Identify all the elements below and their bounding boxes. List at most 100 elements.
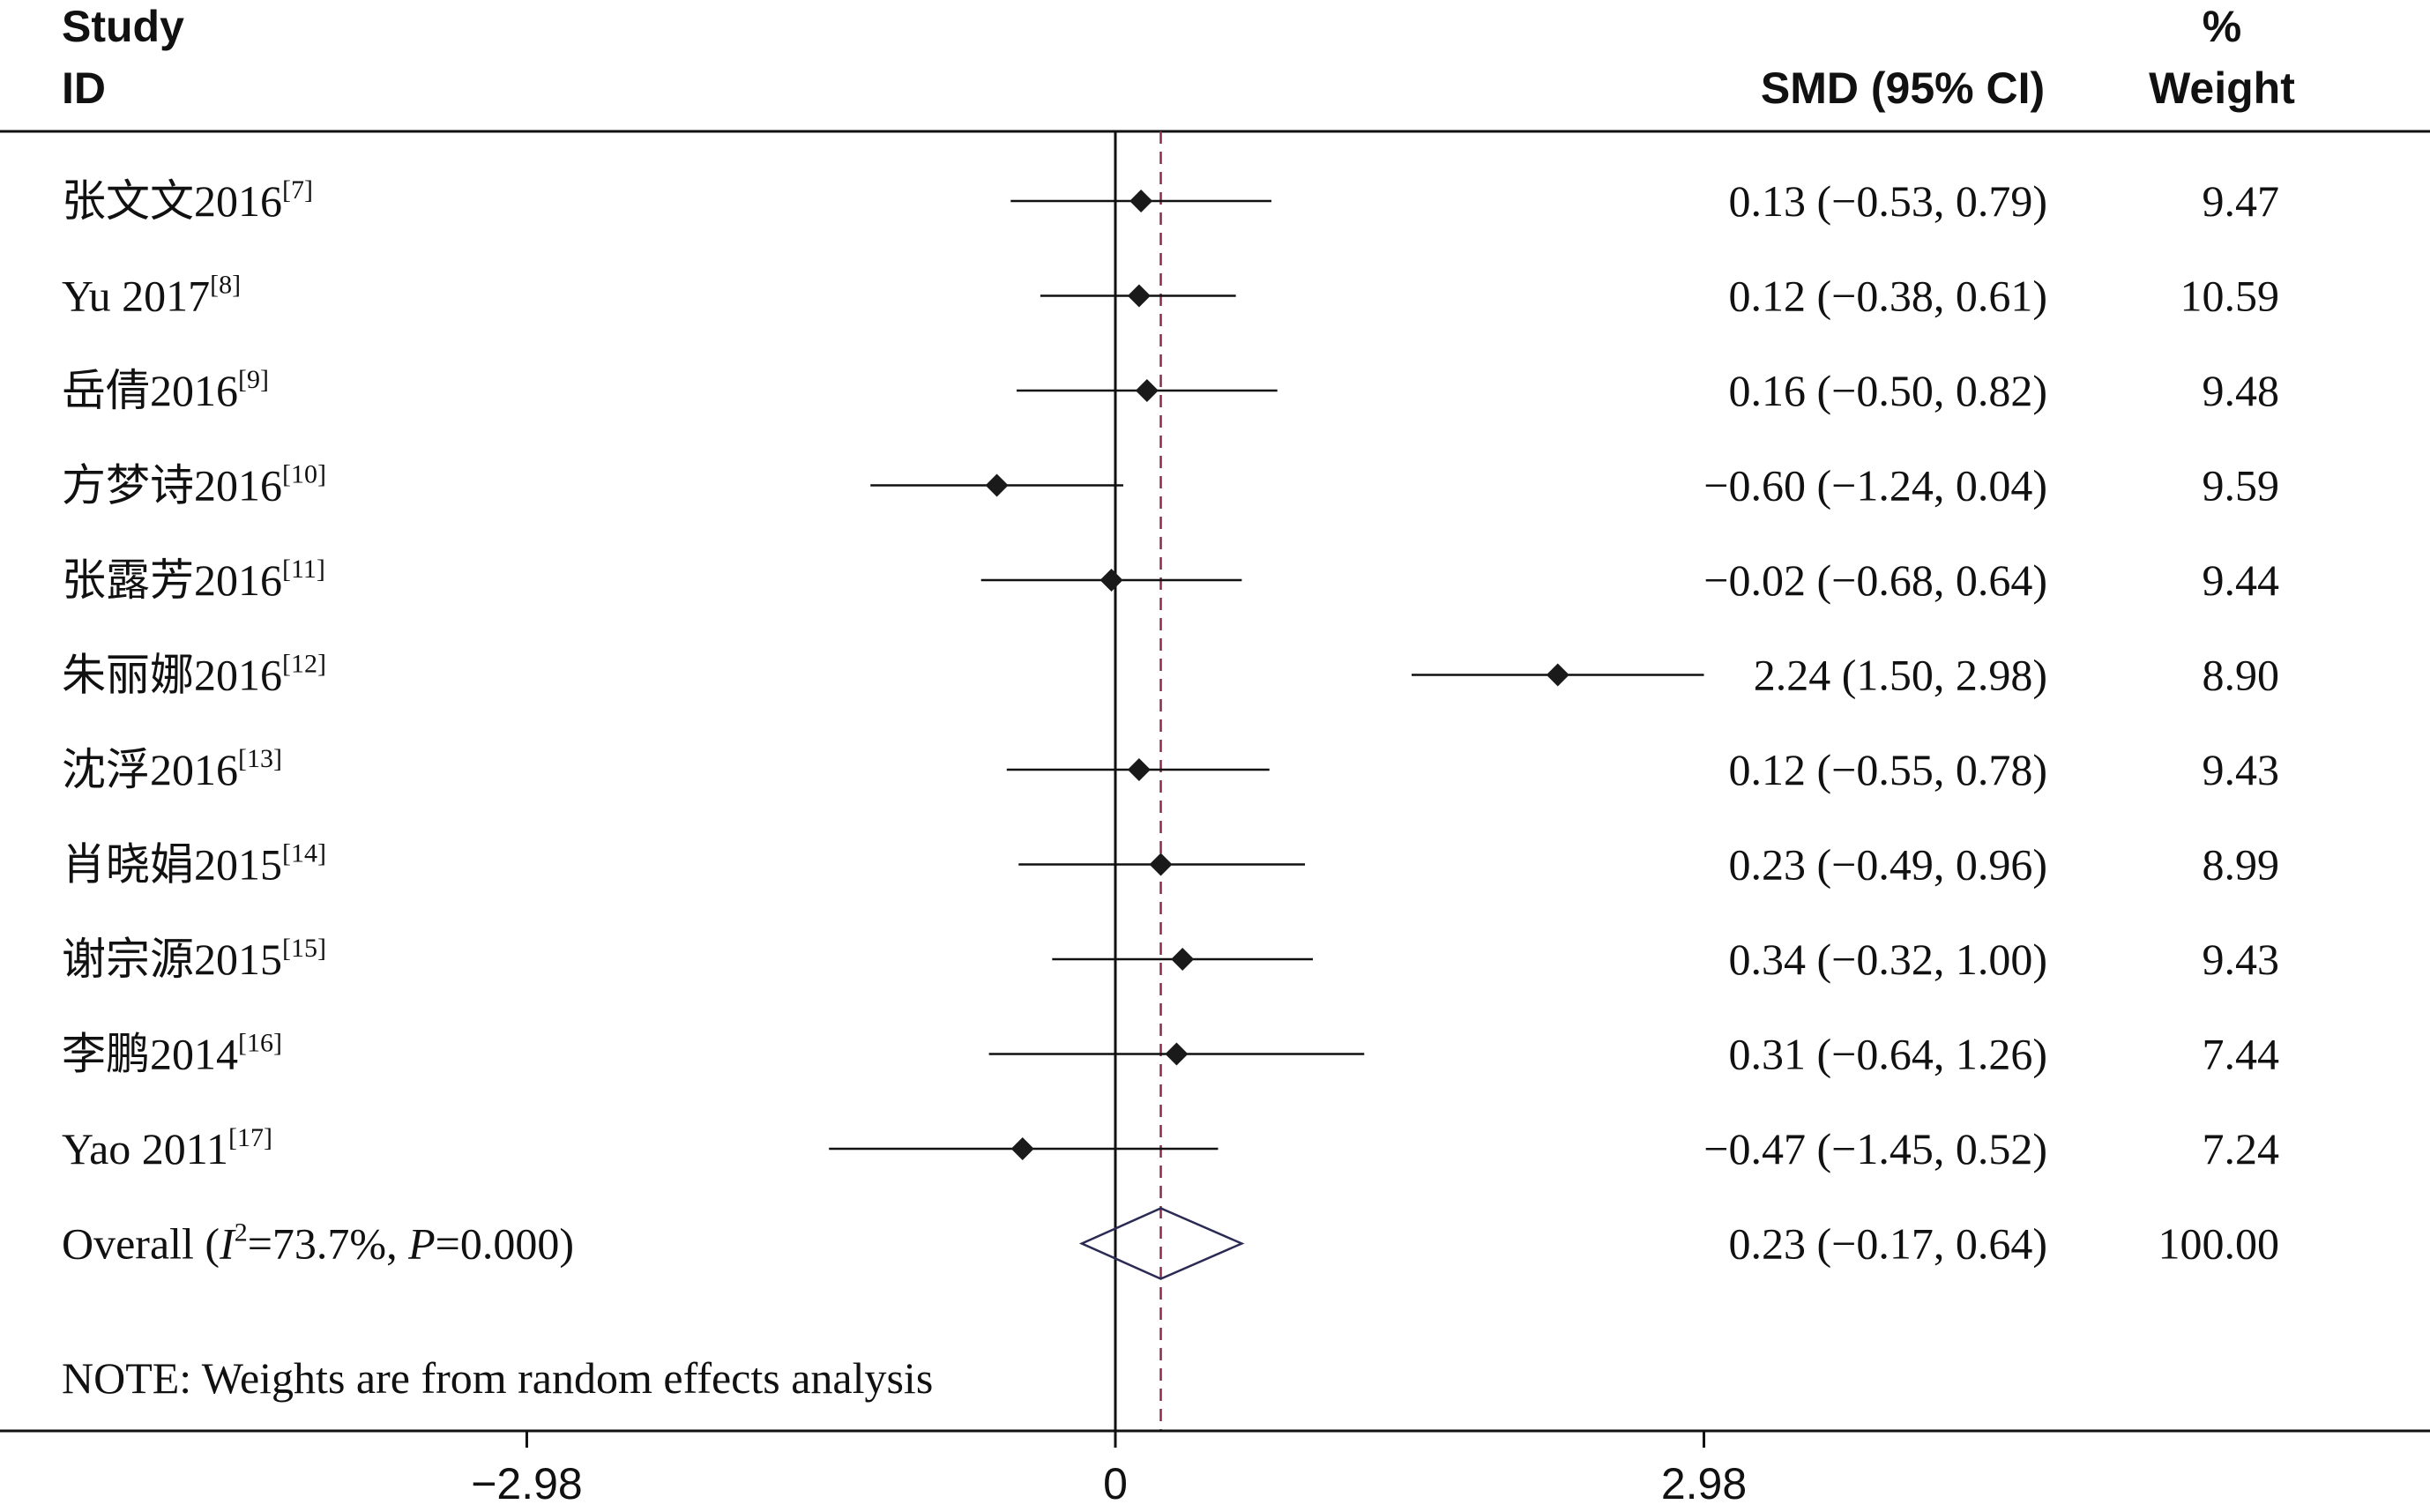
- weight-text: 9.43: [2203, 745, 2280, 794]
- point-estimate: [1127, 284, 1151, 308]
- point-estimate: [1010, 1137, 1034, 1160]
- study-name: Yu 2017: [62, 272, 210, 321]
- study-name: 岳倩2016: [62, 366, 238, 415]
- study-label: 李鹏2014[16]: [62, 1029, 282, 1079]
- ci-text: 0.12 (−0.38, 0.61): [1729, 272, 2048, 321]
- study-name: 李鹏2014: [62, 1030, 238, 1079]
- ci-text: −0.60 (−1.24, 0.04): [1703, 461, 2047, 510]
- overall-diamond: [1078, 1207, 1245, 1280]
- weight-text: 10.59: [2180, 272, 2280, 321]
- weight-text: 9.59: [2203, 461, 2280, 510]
- study-name: 谢宗源2015: [62, 935, 282, 984]
- p-value: =0.000): [436, 1219, 574, 1269]
- point-estimate: [1099, 569, 1123, 592]
- study-ref: [11]: [282, 555, 325, 584]
- study-name: 张露芳2016: [62, 555, 282, 605]
- weight-text: 8.99: [2203, 840, 2280, 890]
- overall-label: Overall (I2=73.7%, P=0.000): [62, 1218, 574, 1269]
- weight-text: 9.48: [2203, 366, 2280, 415]
- study-label: 谢宗源2015[15]: [62, 934, 326, 984]
- ci-text: −0.47 (−1.45, 0.52): [1703, 1124, 2047, 1173]
- study-row: Yu 2017[8] 0.12 (−0.38, 0.61) 10.59: [62, 271, 2279, 321]
- point-estimate: [1127, 758, 1151, 781]
- header-weight: Weight: [2149, 63, 2295, 113]
- study-label: 肖晓娟2015[14]: [62, 839, 326, 890]
- x-axis-ticks: −2.98 0 2.98: [471, 1431, 1747, 1508]
- i2-value: =73.7%,: [248, 1219, 408, 1269]
- study-name: Yao 2011: [62, 1124, 228, 1173]
- header-percent: %: [2203, 2, 2241, 51]
- i2-exponent: 2: [235, 1218, 248, 1248]
- study-name: 方梦诗2016: [62, 461, 282, 510]
- weight-text: 7.44: [2203, 1030, 2280, 1079]
- ci-text: −0.02 (−0.68, 0.64): [1703, 555, 2047, 605]
- overall-row: Overall (I2=73.7%, P=0.000) 0.23 (−0.17, …: [62, 1207, 2280, 1280]
- i2-symbol: I: [219, 1219, 236, 1269]
- study-ref: [7]: [282, 175, 313, 205]
- ci-text: 0.12 (−0.55, 0.78): [1729, 745, 2048, 794]
- study-ref: [12]: [282, 650, 326, 679]
- study-name: 张文文2016: [62, 176, 282, 226]
- study-ref: [16]: [238, 1029, 282, 1058]
- study-label: 沈浮2016[13]: [62, 744, 282, 794]
- study-name: 肖晓娟2015: [62, 840, 282, 890]
- study-row: 朱丽娜2016[12] 2.24 (1.50, 2.98) 8.90: [62, 650, 2279, 700]
- ci-text: 0.16 (−0.50, 0.82): [1729, 366, 2048, 415]
- study-ref: [9]: [238, 365, 269, 394]
- point-estimate: [1165, 1042, 1189, 1066]
- note-text: NOTE: Weights are from random effects an…: [62, 1353, 933, 1403]
- study-name: 朱丽娜2016: [62, 651, 282, 700]
- ci-text: 0.13 (−0.53, 0.79): [1729, 176, 2048, 226]
- x-tick-label: 0: [1103, 1459, 1128, 1508]
- study-label: Yao 2011[17]: [62, 1123, 272, 1173]
- x-tick-label: −2.98: [471, 1459, 583, 1508]
- point-estimate: [1546, 663, 1569, 687]
- point-estimate: [1129, 190, 1153, 212]
- point-estimate: [1149, 853, 1173, 876]
- study-row: 沈浮2016[13] 0.12 (−0.55, 0.78) 9.43: [62, 744, 2279, 794]
- ci-text: 0.34 (−0.32, 1.00): [1729, 935, 2048, 984]
- overall-prefix: Overall (: [62, 1219, 220, 1269]
- study-row: 岳倩2016[9] 0.16 (−0.50, 0.82) 9.48: [62, 365, 2279, 415]
- ci-text: 0.23 (−0.49, 0.96): [1729, 840, 2048, 890]
- study-ref: [14]: [282, 839, 326, 868]
- weight-text: 9.44: [2203, 555, 2280, 605]
- point-estimate: [985, 473, 1009, 497]
- study-row: Yao 2011[17] −0.47 (−1.45, 0.52) 7.24: [62, 1123, 2279, 1173]
- header-id: ID: [62, 63, 106, 113]
- weight-text: 7.24: [2203, 1124, 2280, 1173]
- study-label: 岳倩2016[9]: [62, 365, 269, 415]
- p-symbol: P: [407, 1219, 436, 1269]
- study-label: 方梦诗2016[10]: [62, 460, 326, 510]
- study-ref: [15]: [282, 934, 326, 963]
- header-study: Study: [62, 2, 184, 51]
- study-ref: [8]: [210, 271, 241, 300]
- overall-ci-text: 0.23 (−0.17, 0.64): [1729, 1219, 2048, 1269]
- point-estimate: [1135, 379, 1159, 402]
- study-row: 方梦诗2016[10] −0.60 (−1.24, 0.04) 9.59: [62, 460, 2279, 510]
- header-smd: SMD (95% CI): [1761, 63, 2045, 113]
- study-row: 李鹏2014[16] 0.31 (−0.64, 1.26) 7.44: [62, 1029, 2279, 1079]
- weight-text: 9.47: [2203, 176, 2280, 226]
- study-row: 张露芳2016[11] −0.02 (−0.68, 0.64) 9.44: [62, 555, 2279, 605]
- study-row: 谢宗源2015[15] 0.34 (−0.32, 1.00) 9.43: [62, 934, 2279, 984]
- point-estimate: [1171, 948, 1195, 971]
- study-ref: [10]: [282, 460, 326, 489]
- study-label: Yu 2017[8]: [62, 271, 241, 321]
- ci-text: 0.31 (−0.64, 1.26): [1729, 1030, 2048, 1079]
- reference-lines: [1114, 131, 1162, 1431]
- weight-text: 8.90: [2203, 651, 2280, 700]
- study-label: 张露芳2016[11]: [62, 555, 325, 605]
- study-row: 张文文2016[7] 0.13 (−0.53, 0.79) 9.47: [62, 175, 2279, 226]
- study-label: 张文文2016[7]: [62, 175, 313, 226]
- x-tick-label: 2.98: [1661, 1459, 1747, 1508]
- weight-text: 9.43: [2203, 935, 2280, 984]
- ci-text: 2.24 (1.50, 2.98): [1754, 651, 2047, 700]
- overall-weight-text: 100.00: [2158, 1219, 2280, 1269]
- study-ref: [13]: [238, 744, 282, 773]
- study-row: 肖晓娟2015[14] 0.23 (−0.49, 0.96) 8.99: [62, 839, 2279, 890]
- study-label: 朱丽娜2016[12]: [62, 650, 326, 700]
- study-ref: [17]: [228, 1123, 272, 1152]
